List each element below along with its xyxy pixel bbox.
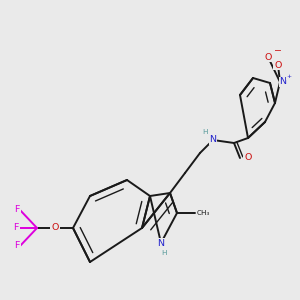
Text: −: − bbox=[274, 46, 282, 55]
Text: O: O bbox=[51, 224, 59, 232]
Text: F: F bbox=[14, 242, 20, 250]
Text: N: N bbox=[209, 136, 217, 145]
Text: O: O bbox=[274, 61, 282, 70]
Text: N: N bbox=[280, 77, 286, 86]
Text: H: H bbox=[202, 129, 208, 135]
Text: H: H bbox=[161, 250, 167, 256]
Text: CH₃: CH₃ bbox=[196, 210, 210, 216]
Text: +: + bbox=[286, 74, 292, 80]
Text: O: O bbox=[244, 154, 252, 163]
Text: F: F bbox=[14, 206, 20, 214]
Text: N: N bbox=[158, 238, 164, 247]
Text: F: F bbox=[13, 224, 19, 232]
Text: O: O bbox=[264, 52, 272, 62]
